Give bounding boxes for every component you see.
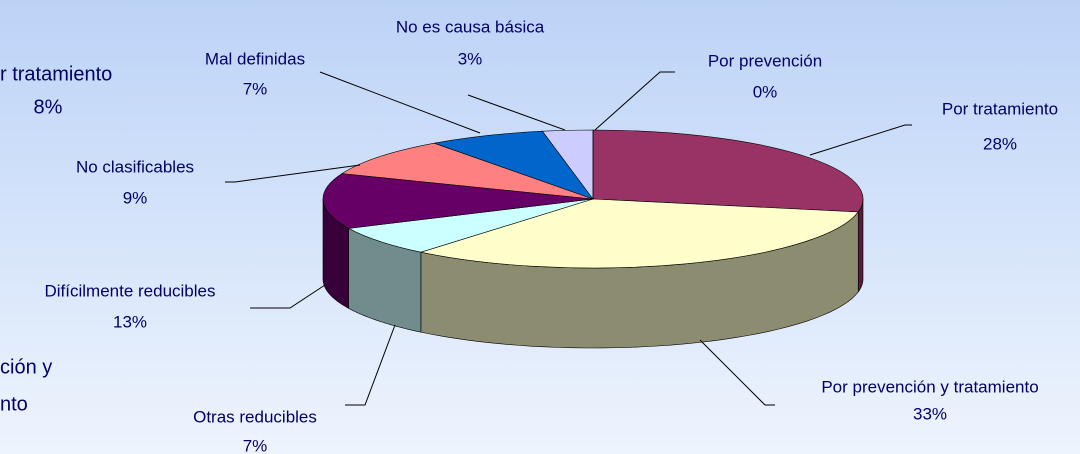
slice-side (857, 198, 864, 293)
slice-label: Otras reducibles (193, 407, 317, 426)
leader-line (809, 124, 912, 156)
slice-label: No es causa básica (396, 17, 545, 36)
annotation: 8% (34, 96, 63, 118)
annotation: nto (0, 393, 28, 415)
leader-line (319, 71, 481, 134)
leader-line (467, 94, 566, 131)
value-label: 13% (113, 312, 147, 331)
slice-label: Por prevención (708, 51, 822, 70)
value-label: 3% (458, 49, 483, 68)
leader-line (594, 71, 675, 131)
slice (341, 142, 594, 200)
slice-label: Por prevención y tratamiento (821, 377, 1038, 396)
value-label: 0% (753, 82, 778, 101)
slice (322, 173, 594, 229)
value-label: 9% (123, 188, 148, 207)
slice (433, 130, 594, 200)
slice (419, 198, 859, 269)
value-label: 28% (983, 134, 1017, 153)
slice-label: Difícilmente reducibles (44, 281, 215, 300)
slice-label: Mal definidas (205, 49, 305, 68)
leader-line (250, 284, 326, 309)
leader-line (699, 339, 775, 406)
value-label: 33% (913, 404, 947, 423)
slice-label: Por tratamiento (942, 99, 1058, 118)
slice-label: No clasificables (76, 157, 194, 176)
value-label: 7% (243, 79, 268, 98)
slice (592, 129, 864, 213)
slice (347, 198, 594, 253)
annotation: ción y (0, 356, 52, 378)
annotation: r tratamiento (0, 63, 112, 85)
leader-line (225, 164, 361, 183)
value-label: 7% (243, 436, 268, 454)
leader-line (345, 324, 396, 406)
